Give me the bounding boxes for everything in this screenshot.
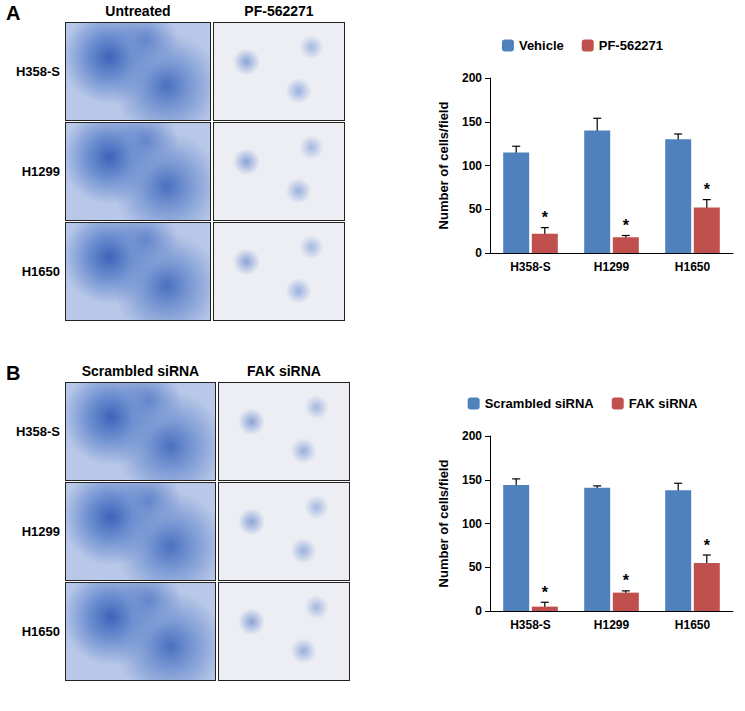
svg-text:PF-562271: PF-562271 bbox=[599, 38, 663, 53]
svg-text:200: 200 bbox=[462, 71, 482, 85]
svg-text:Number of cells/field: Number of cells/field bbox=[436, 102, 451, 230]
svg-text:0: 0 bbox=[475, 604, 482, 618]
svg-text:100: 100 bbox=[462, 517, 482, 531]
svg-text:150: 150 bbox=[462, 473, 482, 487]
html-text:H1650: H1650 bbox=[21, 263, 60, 279]
html-text:A: A bbox=[6, 2, 21, 24]
svg-text:*: * bbox=[704, 181, 711, 198]
svg-text:H358-S: H358-S bbox=[510, 618, 551, 632]
svg-text:H1299: H1299 bbox=[594, 260, 630, 274]
svg-text:H1299: H1299 bbox=[594, 618, 630, 632]
html-text:Untreated: Untreated bbox=[105, 3, 171, 19]
html-text:H1299: H1299 bbox=[21, 163, 60, 179]
html-text:PF-562271: PF-562271 bbox=[244, 3, 314, 19]
svg-text:0: 0 bbox=[475, 246, 482, 260]
svg-text:*: * bbox=[542, 584, 549, 601]
svg-text:150: 150 bbox=[462, 115, 482, 129]
svg-text:Vehicle: Vehicle bbox=[519, 38, 564, 53]
svg-text:50: 50 bbox=[469, 202, 483, 216]
svg-text:H1650: H1650 bbox=[675, 260, 711, 274]
svg-text:H1650: H1650 bbox=[675, 618, 711, 632]
html-text:B: B bbox=[6, 362, 21, 384]
svg-text:*: * bbox=[623, 217, 630, 234]
html-text:H358-S: H358-S bbox=[15, 63, 60, 79]
svg-text:50: 50 bbox=[469, 560, 483, 574]
svg-text:Number of cells/field: Number of cells/field bbox=[436, 460, 451, 588]
html-text:FAK siRNA: FAK siRNA bbox=[247, 363, 321, 379]
svg-text:FAK siRNA: FAK siRNA bbox=[629, 396, 698, 411]
svg-text:H358-S: H358-S bbox=[510, 260, 551, 274]
svg-text:*: * bbox=[704, 537, 711, 554]
svg-text:*: * bbox=[542, 209, 549, 226]
html-text:H1650: H1650 bbox=[21, 623, 60, 639]
html-text:H358-S: H358-S bbox=[15, 423, 60, 439]
svg-text:200: 200 bbox=[462, 429, 482, 443]
svg-text:*: * bbox=[623, 572, 630, 589]
html-text:Scrambled siRNA: Scrambled siRNA bbox=[81, 363, 200, 379]
svg-text:Scrambled siRNA: Scrambled siRNA bbox=[485, 396, 595, 411]
html-text:H1299: H1299 bbox=[21, 523, 60, 539]
svg-text:100: 100 bbox=[462, 159, 482, 173]
